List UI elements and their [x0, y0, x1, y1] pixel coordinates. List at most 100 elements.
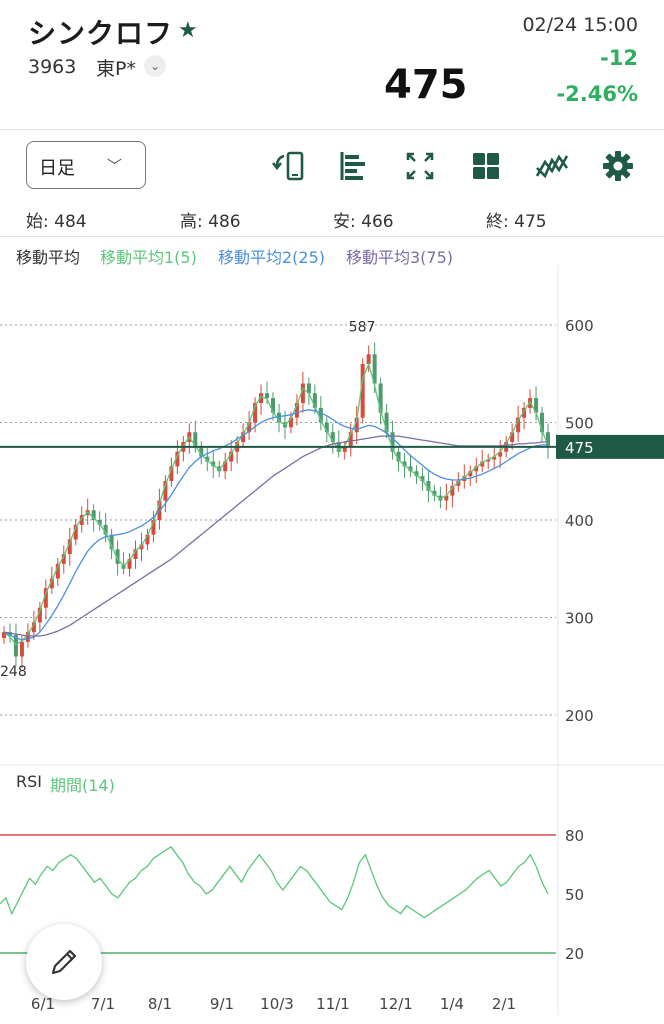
candle-body	[522, 407, 527, 418]
period-select[interactable]: 日足 ﹀	[26, 141, 146, 189]
candle-body	[294, 403, 299, 418]
candle-body	[408, 466, 413, 472]
candle-body	[534, 398, 539, 413]
candle-body	[103, 524, 108, 535]
candle-body	[271, 398, 276, 413]
y-tick-label: 400	[565, 512, 594, 530]
y-tick-label: 600	[565, 317, 594, 335]
candle-body	[163, 481, 168, 501]
high-price: 高: 486	[180, 212, 241, 232]
candle-body	[480, 461, 485, 467]
candle-body	[444, 495, 449, 501]
fullscreen-icon[interactable]	[400, 146, 440, 186]
candle-body	[91, 510, 96, 520]
candle-body	[175, 451, 180, 467]
candle-body	[2, 632, 6, 638]
candle-body	[546, 432, 550, 447]
candle-body	[540, 412, 545, 433]
candle-body	[247, 422, 252, 433]
candle-body	[241, 432, 246, 442]
y-tick-label: 300	[565, 610, 594, 628]
candle-body	[486, 459, 491, 462]
candle-body	[205, 456, 210, 462]
candle-body	[127, 559, 132, 569]
candle-body	[384, 412, 389, 433]
current-price-tag	[556, 434, 664, 459]
candle-body	[55, 563, 60, 579]
stock-header: シンクロフ ★ 3963 東P* ⌄ 475 02/24 15:00 -12 -…	[0, 0, 664, 130]
candle-body	[79, 515, 84, 525]
low-annotation: 248	[0, 664, 27, 680]
close-price: 終: 475	[486, 212, 547, 232]
candle-body	[516, 417, 521, 433]
candle-body	[19, 641, 24, 657]
candle-body	[348, 432, 353, 447]
candle-body	[390, 432, 395, 452]
candle-body	[151, 520, 156, 535]
candle-body	[133, 549, 138, 559]
current-price: 475	[384, 62, 468, 108]
candle-body	[199, 446, 204, 457]
x-tick-label: 2/1	[492, 995, 516, 1013]
ma3-legend[interactable]: 移動平均3(75)	[346, 248, 454, 267]
ma2-legend[interactable]: 移動平均2(25)	[218, 248, 326, 267]
stock-code: 3963	[28, 56, 77, 78]
draw-button[interactable]	[26, 924, 102, 1000]
candle-body	[288, 417, 293, 428]
candle-body	[13, 635, 18, 657]
candle-body	[468, 471, 473, 477]
high-annotation: 587	[349, 320, 376, 336]
stock-name: シンクロフ	[28, 17, 174, 50]
candle-body	[43, 588, 48, 608]
low-price: 安: 466	[333, 212, 394, 232]
x-tick-label: 11/1	[316, 995, 350, 1013]
price-change: -12	[600, 46, 638, 70]
candle-body	[342, 446, 347, 452]
x-tick-label: 10/3	[260, 995, 294, 1013]
market-label[interactable]: 東P*	[96, 58, 136, 80]
x-tick-label: 8/1	[148, 995, 172, 1013]
candle-body	[276, 412, 281, 423]
candle-body	[498, 451, 503, 457]
rsi-period-legend[interactable]: 期間(14)	[50, 776, 115, 795]
rotate-screen-icon[interactable]	[270, 146, 310, 186]
favorite-star-icon[interactable]: ★	[178, 18, 198, 43]
candle-body	[265, 393, 270, 399]
candle-body	[49, 578, 54, 589]
line-chart-icon[interactable]	[532, 146, 572, 186]
price-change-percent: -2.46%	[556, 82, 638, 106]
candle-body	[456, 481, 461, 486]
candle-body	[318, 407, 323, 423]
ma1-legend[interactable]: 移動平均1(5)	[100, 248, 197, 267]
candle-body	[372, 354, 377, 384]
candle-body	[450, 485, 455, 496]
candle-body	[25, 632, 30, 642]
chevron-down-icon: ﹀	[107, 157, 123, 175]
stock-chart[interactable]: 600 500 400 300 200 475 587 248 80 50 20 6/1 7/1 8/1 9…	[0, 265, 664, 1024]
candle-body	[366, 354, 371, 364]
candle-body	[474, 466, 479, 472]
candle-body	[31, 622, 36, 633]
candle-body	[253, 403, 258, 423]
candle-body	[193, 432, 198, 447]
grid-layout-icon[interactable]	[466, 146, 506, 186]
settings-gear-icon[interactable]	[598, 146, 638, 186]
candle-body	[414, 471, 419, 477]
candle-body	[97, 520, 102, 525]
ma2-line	[3, 409, 548, 641]
x-tick-label: 6/1	[31, 995, 55, 1013]
bar-align-icon[interactable]	[334, 146, 374, 186]
period-label: 日足	[39, 158, 75, 179]
candle-body	[432, 490, 437, 496]
x-tick-label: 7/1	[91, 995, 115, 1013]
chevron-down-icon[interactable]: ⌄	[144, 55, 166, 77]
ma1-line	[3, 361, 549, 646]
divider	[0, 129, 664, 130]
candle-body	[324, 422, 329, 433]
candle-body	[312, 393, 317, 408]
candle-body	[492, 456, 497, 460]
ma3-line	[3, 435, 548, 637]
candle-body	[420, 476, 425, 481]
candle-body	[211, 461, 216, 467]
candle-body	[67, 539, 72, 555]
